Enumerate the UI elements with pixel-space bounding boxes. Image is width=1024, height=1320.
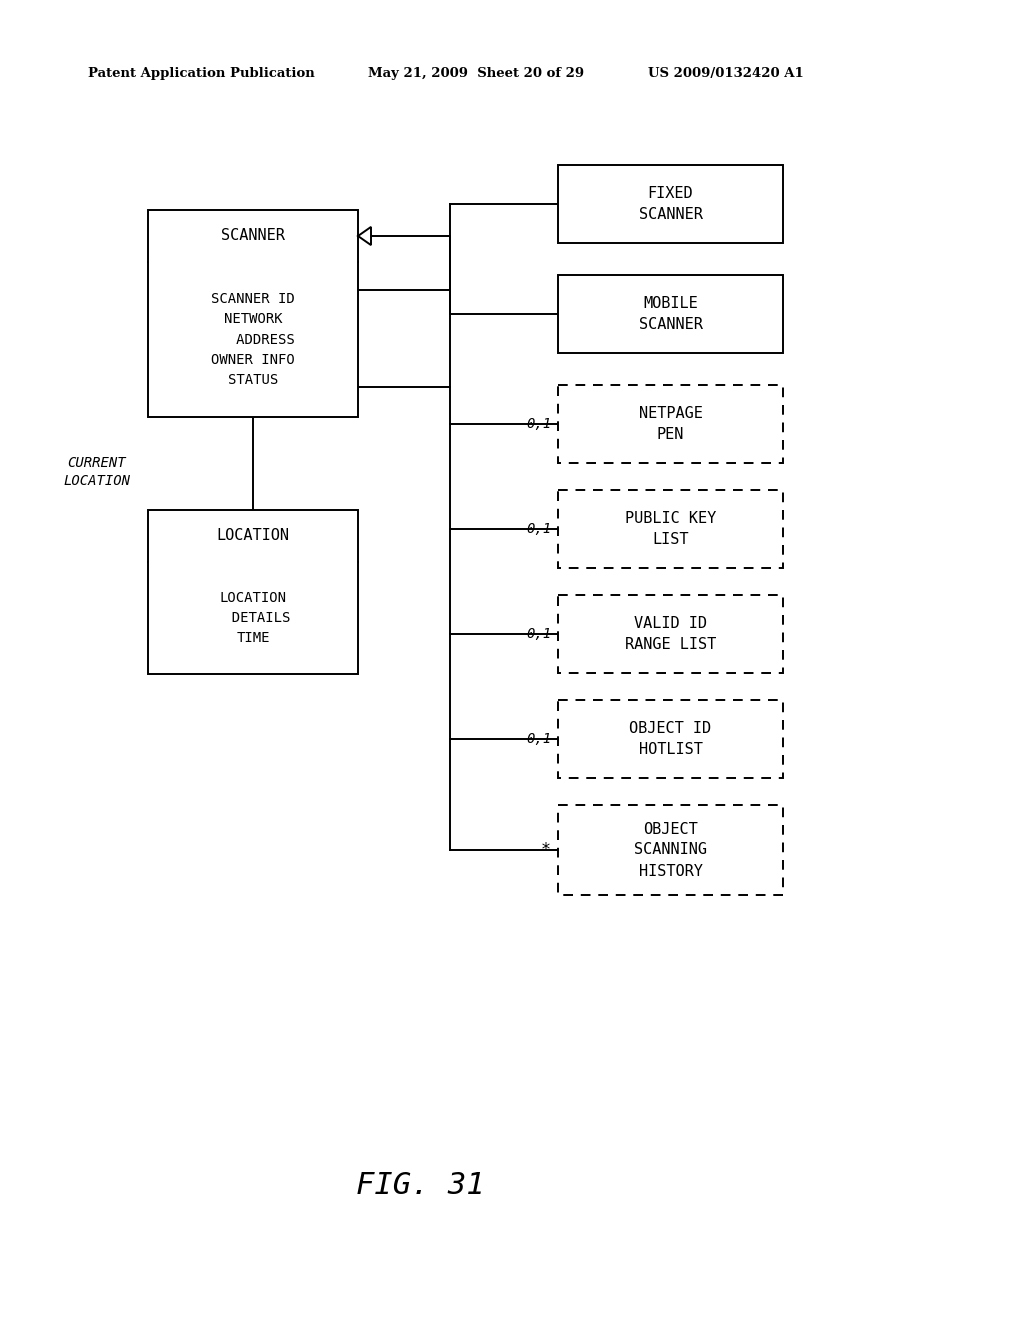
Text: 0,1: 0,1 (526, 733, 551, 746)
Bar (558, 805, 783, 895)
Bar (148, 210, 358, 417)
Text: VALID ID
RANGE LIST: VALID ID RANGE LIST (625, 616, 716, 652)
Bar (558, 275, 783, 352)
Bar (558, 385, 783, 463)
Text: CURRENT
LOCATION: CURRENT LOCATION (63, 455, 130, 488)
Text: 0,1: 0,1 (526, 521, 551, 536)
Text: US 2009/0132420 A1: US 2009/0132420 A1 (648, 67, 804, 81)
Text: SCANNER ID
NETWORK
   ADDRESS
OWNER INFO
STATUS: SCANNER ID NETWORK ADDRESS OWNER INFO ST… (211, 293, 295, 387)
Text: LOCATION: LOCATION (216, 528, 290, 544)
Text: 0,1: 0,1 (526, 417, 551, 432)
Bar (558, 595, 783, 673)
Text: NETPAGE
PEN: NETPAGE PEN (639, 407, 702, 442)
Text: *: * (541, 841, 551, 859)
Text: PUBLIC KEY
LIST: PUBLIC KEY LIST (625, 511, 716, 546)
Bar (558, 165, 783, 243)
Text: LOCATION
  DETAILS
TIME: LOCATION DETAILS TIME (215, 591, 291, 645)
Text: 0,1: 0,1 (526, 627, 551, 642)
Bar (148, 510, 358, 675)
Bar (558, 700, 783, 777)
Text: OBJECT ID
HOTLIST: OBJECT ID HOTLIST (630, 721, 712, 756)
Text: MOBILE
SCANNER: MOBILE SCANNER (639, 296, 702, 333)
Polygon shape (358, 227, 371, 246)
Text: OBJECT
SCANNING
HISTORY: OBJECT SCANNING HISTORY (634, 821, 707, 879)
Text: FIXED
SCANNER: FIXED SCANNER (639, 186, 702, 222)
Text: FIG. 31: FIG. 31 (355, 1171, 484, 1200)
Text: Patent Application Publication: Patent Application Publication (88, 67, 314, 81)
Bar (558, 490, 783, 568)
Text: May 21, 2009  Sheet 20 of 29: May 21, 2009 Sheet 20 of 29 (368, 67, 584, 81)
Text: SCANNER: SCANNER (221, 228, 285, 243)
